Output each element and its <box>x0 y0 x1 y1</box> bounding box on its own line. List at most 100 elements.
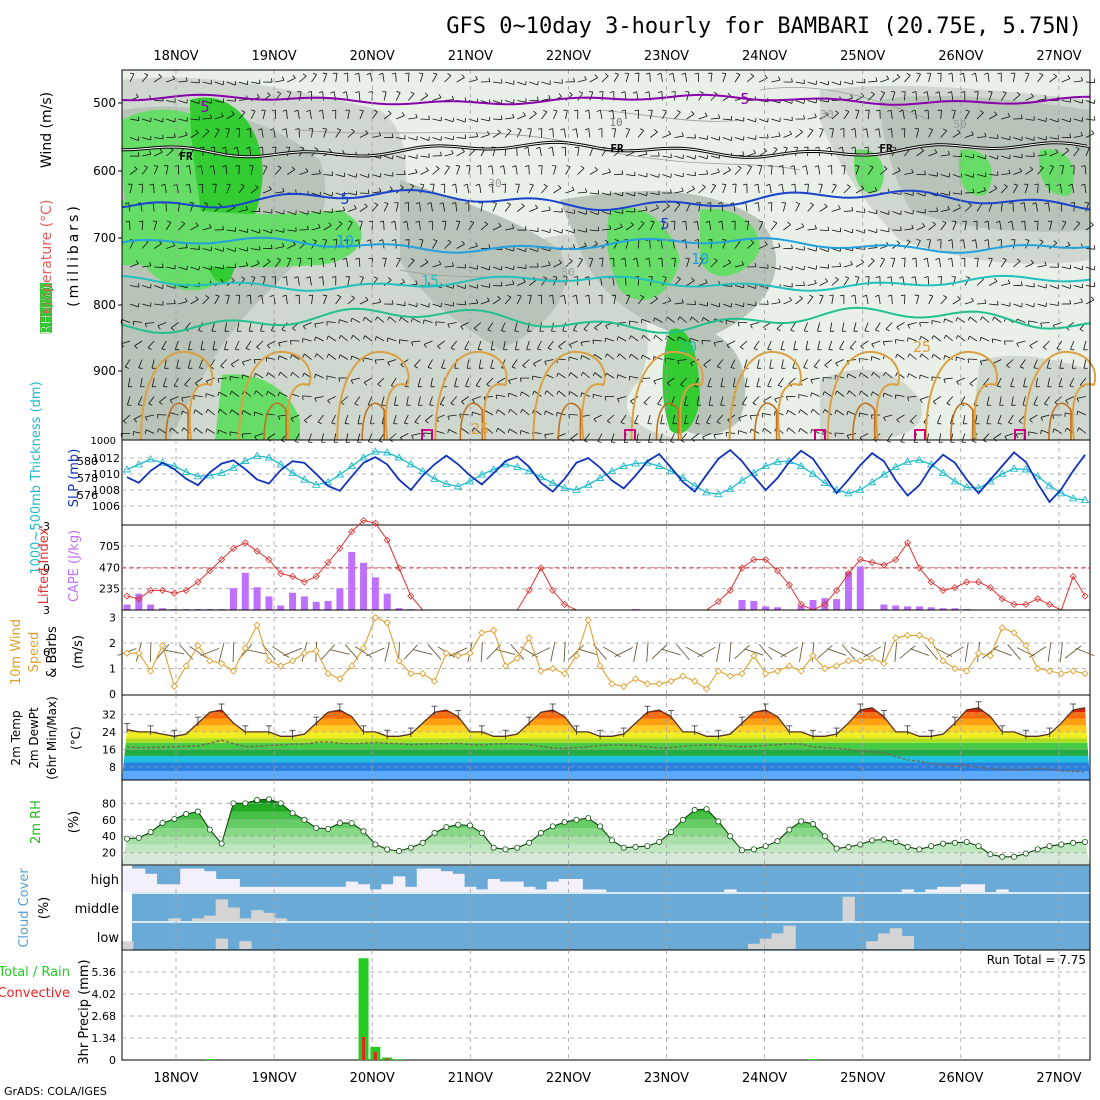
wind-barb-flag <box>886 75 890 80</box>
wind-barb <box>848 390 857 397</box>
wind-barb-flag <box>967 358 970 363</box>
wind-barb-flag <box>580 342 583 347</box>
wind-barb-flag <box>1008 169 1011 174</box>
wind-barb <box>412 317 421 323</box>
wind-barb-flag <box>548 206 551 211</box>
wind-barb-flag <box>379 220 384 223</box>
wind-barb <box>212 165 216 175</box>
wind-barb-flag <box>170 327 175 331</box>
wind-barb-flag <box>606 420 611 424</box>
wind-barb <box>612 276 615 286</box>
wind-barb-flag <box>749 428 752 434</box>
wind-barb <box>164 184 167 194</box>
wind-barb <box>450 396 458 404</box>
wind-barb-flag <box>205 128 210 132</box>
wind-barb <box>148 396 155 404</box>
wind-barb-flag <box>640 220 645 224</box>
wind-barb-flag <box>1007 112 1011 117</box>
wind-barb <box>722 73 727 83</box>
cloud-bar <box>452 873 465 892</box>
lifted-index-point <box>951 584 959 592</box>
wind-barb <box>153 76 162 83</box>
wind10-barb <box>179 644 194 660</box>
wind-barb-flag <box>343 72 348 75</box>
wind-barb <box>419 202 421 212</box>
wind-barb <box>1022 396 1026 406</box>
cloud-bar <box>227 907 240 921</box>
cloud-bar <box>144 873 158 892</box>
wind10-point <box>667 677 675 685</box>
wind-barb-flag <box>440 403 445 406</box>
wind-barb <box>650 174 659 178</box>
wind-barb <box>287 169 296 175</box>
wind-barb-flag <box>263 165 268 167</box>
wind-barb <box>937 414 942 424</box>
thickness-point <box>524 466 534 475</box>
wind-barb <box>878 128 881 138</box>
wind-barb <box>819 281 828 286</box>
wind-barb-flag <box>277 392 280 397</box>
wind-barb-flag <box>241 276 245 280</box>
wind-barb <box>468 266 478 270</box>
wind-barb-flag <box>511 224 515 229</box>
thickness-point <box>631 459 640 467</box>
wind-barb <box>468 149 476 157</box>
lifted-index-point <box>773 567 782 575</box>
wind-barb-flag <box>410 258 415 261</box>
precip-conv-bar <box>385 1058 389 1060</box>
wind-barb <box>464 340 470 350</box>
rh2m-point <box>242 800 249 807</box>
wind-barb-flag <box>295 189 297 194</box>
ylabel-wind10-c: & Barbs <box>45 626 60 678</box>
wind-barb <box>238 209 248 212</box>
wind-barb-flag <box>215 128 220 131</box>
wind-barb <box>275 229 284 233</box>
wind-barb-flag <box>401 278 405 283</box>
wind-barb <box>552 295 554 305</box>
temp-bands <box>122 707 1090 780</box>
wind-barb <box>989 303 999 306</box>
wind-barb-flag <box>654 129 658 133</box>
cloud-bar <box>960 884 974 892</box>
wind-barb-flag <box>235 128 240 130</box>
wind-barb <box>601 75 609 83</box>
wind-barb-flag <box>609 91 614 93</box>
wind-barb <box>242 359 252 363</box>
wind-barb-flag <box>906 239 911 243</box>
wind-barb-flag <box>798 409 801 414</box>
wind-barb <box>238 229 248 233</box>
wind-barb-flag <box>931 335 934 340</box>
contour-label: 25 <box>913 338 931 356</box>
wind-barb <box>541 81 551 85</box>
thickness-point <box>453 482 463 490</box>
wind-barb-flag <box>486 384 491 387</box>
thickness-point <box>1033 471 1042 480</box>
wind-barb-flag <box>290 340 292 345</box>
wind-barb-flag <box>753 347 758 351</box>
wind-barb-flag <box>810 429 813 434</box>
wind-barb-flag <box>501 330 506 332</box>
wind-barb-flag <box>571 186 575 191</box>
wind-barb-flag <box>318 276 323 279</box>
wind-barb-flag <box>639 128 644 131</box>
wind-barb-flag <box>463 183 468 187</box>
contour-label: 50 <box>953 118 966 131</box>
wind-barb <box>895 394 905 397</box>
wind-barb-flag <box>326 335 329 340</box>
cape-bar <box>939 608 947 610</box>
pressure-tick-label: 800 <box>93 298 116 312</box>
wind10-point <box>963 667 971 675</box>
wind-barb <box>831 128 834 138</box>
wind-barb <box>390 377 397 386</box>
wind-barb-flag <box>598 294 603 297</box>
wind-barb-flag <box>819 128 824 130</box>
wind-barb <box>1061 221 1067 231</box>
wind-barb <box>589 147 594 157</box>
cloud-bar <box>251 886 264 892</box>
cloud-bar <box>972 884 985 892</box>
isotherm-minus5 <box>121 93 1091 106</box>
wind-barb <box>420 95 429 101</box>
wind-barb <box>708 221 712 231</box>
cloud-bar <box>523 886 536 892</box>
wind-barb <box>855 165 860 175</box>
